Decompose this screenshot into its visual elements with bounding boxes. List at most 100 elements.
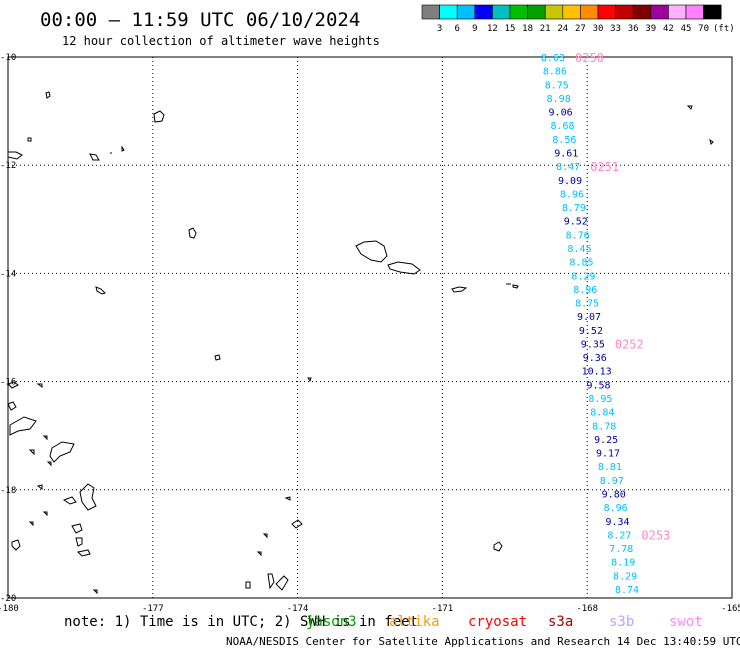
swh-value: 9.61	[554, 148, 578, 159]
island-outline	[214, 354, 221, 361]
swh-value: 8.56	[552, 135, 576, 146]
island-outline	[355, 240, 388, 263]
legend-label: 27	[575, 24, 586, 34]
legend-label: 6	[454, 24, 459, 34]
island-outline	[9, 416, 37, 436]
swh-value: 8.96	[573, 285, 597, 296]
legend-swatch	[685, 4, 704, 20]
swh-value: 8.63	[541, 53, 565, 64]
swh-value: 8.95	[588, 394, 612, 405]
swh-value: 9.36	[583, 353, 607, 364]
legend-swatch	[562, 4, 581, 20]
page-title: 00:00 – 11:59 UTC 06/10/2024	[40, 9, 360, 31]
satellite-label: cryosat	[468, 614, 527, 630]
legend-swatch	[580, 4, 599, 20]
island-outline	[188, 227, 197, 239]
swh-value: 8.47	[556, 162, 580, 173]
legend-label: 70	[698, 24, 709, 34]
lat-tick-label: -20	[0, 594, 16, 604]
legend-label: 9	[472, 24, 477, 34]
legend-swatch	[527, 4, 546, 20]
swh-value: 8.96	[560, 189, 584, 200]
legend-label: 42	[663, 24, 674, 34]
swh-value: 8.74	[615, 585, 639, 596]
swh-value: 8.19	[611, 558, 635, 569]
legend-swatch	[597, 4, 616, 20]
time-label: 0251	[590, 160, 619, 174]
time-label: 0250	[575, 51, 604, 65]
page-subtitle: 12 hour collection of altimeter wave hei…	[62, 34, 380, 48]
satellite-label: altika	[389, 614, 440, 630]
island-outline	[256, 551, 262, 557]
swh-value: 8.81	[598, 462, 622, 473]
island-outline	[153, 110, 165, 123]
lat-tick-label: -16	[0, 378, 16, 388]
lon-tick-label: -168	[576, 604, 598, 614]
island-outline	[42, 435, 48, 441]
island-outline	[686, 105, 693, 110]
footer-credit: NOAA/NESDIS Center for Satellite Applica…	[226, 635, 740, 648]
legend-label: 36	[628, 24, 639, 34]
island-outline	[262, 533, 268, 539]
legend-label: 45	[681, 24, 692, 34]
island-outline	[49, 441, 75, 463]
island-outline	[71, 523, 83, 534]
swh-value: 10.13	[582, 367, 612, 378]
swh-value: 9.06	[549, 108, 573, 119]
legend-label: 12	[487, 24, 498, 34]
island-outline	[451, 286, 468, 293]
satellite-label: s3a	[548, 614, 573, 630]
swh-value: 9.58	[586, 380, 610, 391]
island-outline	[75, 537, 83, 547]
legend-label: 18	[522, 24, 533, 34]
swh-value: 9.52	[564, 217, 588, 228]
island-outline	[275, 575, 289, 591]
legend-label: 39	[645, 24, 656, 34]
swh-value: 8.96	[604, 503, 628, 514]
lon-tick-label: -171	[432, 604, 454, 614]
land-outlines	[7, 91, 714, 595]
legend-swatch	[474, 4, 493, 20]
swh-value: 9.34	[605, 517, 629, 528]
swh-value: 8.78	[592, 421, 616, 432]
island-outline	[76, 549, 91, 557]
legend-unit: (ft)	[713, 24, 735, 34]
island-outline	[7, 401, 17, 411]
island-outline	[307, 377, 312, 383]
legend-swatch	[421, 4, 440, 20]
legend-swatch	[668, 4, 687, 20]
island-outline	[92, 589, 98, 595]
swh-value: 8.75	[575, 299, 599, 310]
island-outline	[7, 381, 19, 389]
island-outline	[387, 261, 421, 275]
color-legend: 3 6 9 12 15 18 21 24 27 30 33 36 39 42 45 70 (ft)	[421, 4, 735, 34]
lon-tick-label: -174	[287, 604, 309, 614]
lat-tick-label: -12	[0, 161, 16, 171]
lon-tick-label: -177	[142, 604, 164, 614]
legend-label: 33	[610, 24, 621, 34]
map-frame	[7, 56, 733, 599]
swh-value: 7.78	[609, 544, 633, 555]
legend-swatch	[703, 4, 722, 20]
island-outline	[36, 484, 43, 490]
legend-label: 21	[540, 24, 551, 34]
island-outline	[7, 151, 23, 160]
lat-tick-label: -18	[0, 486, 16, 496]
island-outline	[11, 539, 21, 551]
swh-value: 9.25	[594, 435, 618, 446]
island-outline	[28, 521, 34, 527]
swh-value: 9.80	[602, 490, 626, 501]
swh-value: 8.68	[550, 121, 574, 132]
legend-label: 30	[593, 24, 604, 34]
swh-value: 9.07	[577, 312, 601, 323]
swh-value: 8.79	[562, 203, 586, 214]
satellite-label: s3b	[609, 614, 634, 630]
lon-tick-label: -180	[0, 604, 19, 614]
lon-tick-label: -165	[721, 604, 740, 614]
satellite-label: swot	[669, 614, 703, 630]
legend-swatch	[615, 4, 634, 20]
swh-value: 8.75	[545, 80, 569, 91]
island-outline	[46, 461, 52, 467]
island-outline	[28, 449, 35, 456]
